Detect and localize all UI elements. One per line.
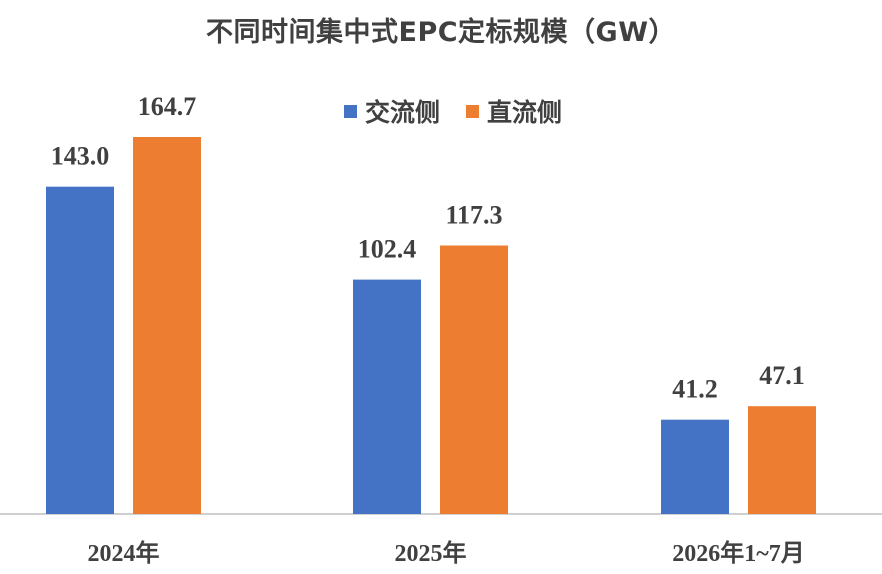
data-label-ac-0: 143.0 (51, 142, 110, 171)
x-tick-label-0: 2024年 (88, 539, 160, 567)
bar-ac-0 (46, 186, 114, 515)
bar-dc-1 (440, 245, 508, 514)
x-tick-label-2: 2026年1~7月 (672, 539, 804, 567)
legend-item-dc: 直流侧 (466, 93, 562, 129)
legend-label-dc: 直流侧 (487, 98, 563, 127)
bar-dc-0 (133, 137, 201, 514)
legend-swatch-dc (466, 104, 480, 118)
bar-dc-2 (748, 406, 816, 514)
x-tick-label-1: 2025年 (395, 539, 467, 567)
legend-swatch-ac (344, 104, 357, 118)
data-label-ac-2: 41.2 (672, 375, 718, 404)
bar-ac-1 (353, 279, 421, 514)
legend-item-ac: 交流侧 (344, 93, 440, 129)
bar-ac-2 (661, 419, 729, 514)
data-label-dc-1: 117.3 (445, 200, 502, 229)
data-label-dc-0: 164.7 (138, 92, 197, 121)
legend: 交流侧 直流侧 (344, 93, 588, 129)
chart-title: 不同时间集中式EPC定标规模（GW） (206, 17, 676, 48)
legend-label-ac: 交流侧 (365, 98, 441, 127)
data-label-dc-2: 47.1 (759, 361, 805, 390)
data-label-ac-1: 102.4 (358, 235, 417, 264)
